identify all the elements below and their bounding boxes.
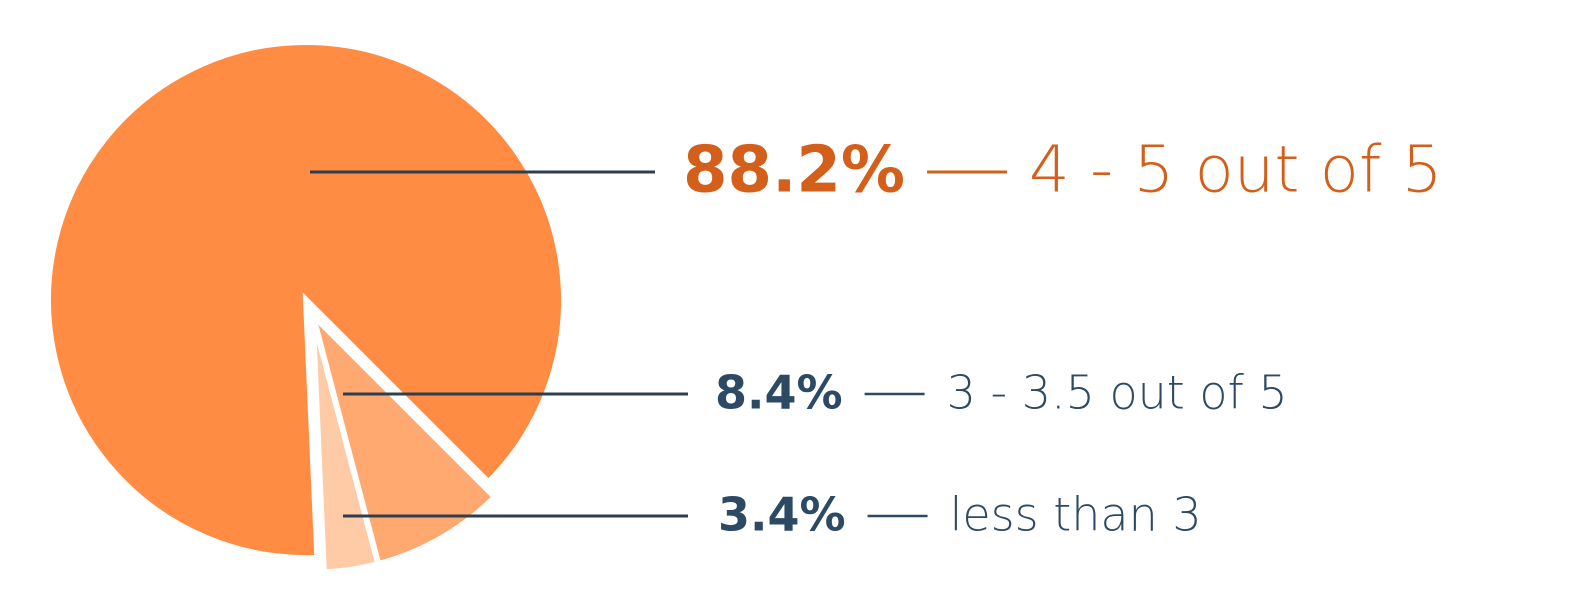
category-label: less than 3 <box>950 488 1202 542</box>
value-label: 8.4% <box>715 366 843 420</box>
value-label: 3.4% <box>718 488 846 542</box>
pie-slice <box>309 313 382 576</box>
pie-slice <box>306 304 500 568</box>
category-label: 3 - 3.5 out of 5 <box>947 366 1288 420</box>
pie-slice <box>45 39 567 561</box>
value-label: 88.2% <box>683 134 905 208</box>
category-label: 4 - 5 out of 5 <box>1029 134 1442 208</box>
